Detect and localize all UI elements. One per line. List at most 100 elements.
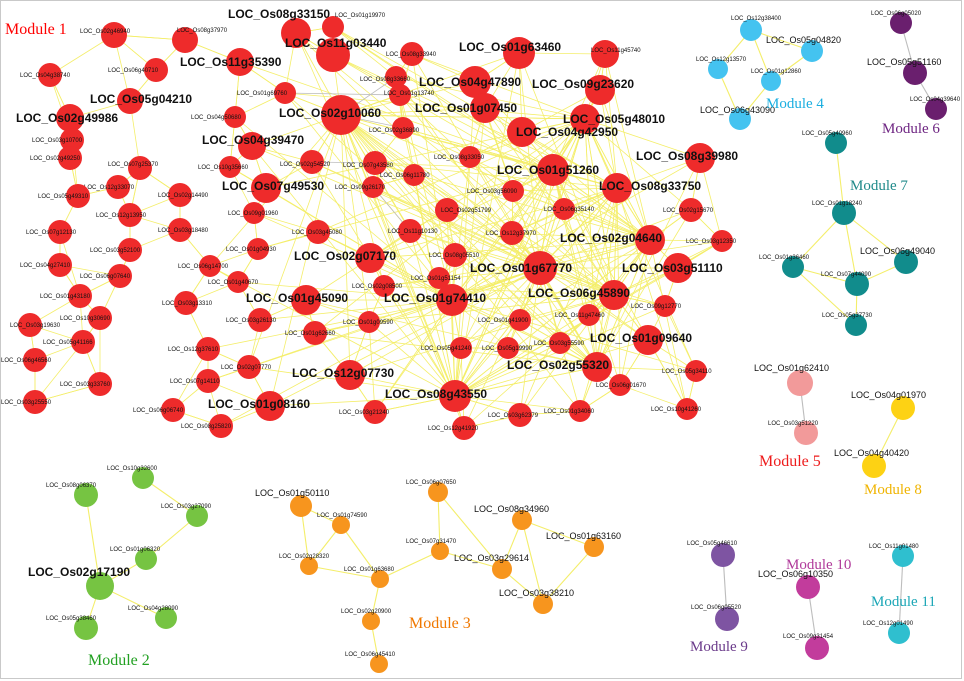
node-label-LOC_Os02g04640: LOC_Os02g04640	[560, 231, 662, 245]
node-label-LOC_Os12g13570: LOC_Os12g13570	[696, 57, 747, 63]
node-label-LOC_Os04g47890: LOC_Os04g47890	[419, 75, 521, 89]
edge-LOC_Os01g67770-LOC_Os02g07770	[248, 267, 541, 368]
node-label-LOC_Os10g32600: LOC_Os10g32600	[107, 466, 158, 472]
edge-LOC_Os03g27090-LOC_Os01g06320	[145, 515, 198, 560]
node-LOC_Os10g32600	[132, 467, 154, 489]
edge-LOC_Os05g48010-LOC_Os08g39980	[584, 118, 701, 159]
edge-LOC_Os06g45890-LOC_Os01g07450	[484, 107, 615, 296]
node-label-LOC_Os04g42950: LOC_Os04g42950	[516, 125, 618, 139]
edge-LOC_Os08g43550-LOC_Os02g55320	[454, 366, 598, 397]
node-label-LOC_Os03g45080: LOC_Os03g45080	[292, 230, 343, 236]
node-LOC_Os05g04820	[801, 40, 823, 62]
node-LOC_Os06g07640	[108, 264, 132, 288]
node-label-LOC_Os01g09590: LOC_Os01g09590	[343, 320, 394, 326]
node-label-LOC_Os01g50110: LOC_Os01g50110	[255, 488, 329, 498]
edge-LOC_Os08g43550-LOC_Os01g09590	[368, 321, 456, 397]
node-LOC_Os06g49040	[894, 250, 918, 274]
edge-LOC_Os08g33750-LOC_Os01g51154	[438, 187, 618, 279]
module-label-m7: Module 7	[850, 178, 908, 194]
node-LOC_Os05g46610	[711, 543, 735, 567]
node-label-LOC_Os08g37970: LOC_Os08g37970	[177, 28, 228, 34]
node-label-LOC_Os08g39980: LOC_Os08g39980	[636, 149, 738, 163]
node-LOC_Os01g09590	[358, 311, 380, 333]
node-label-LOC_Os12g07730: LOC_Os12g07730	[292, 366, 394, 380]
edge-LOC_Os02g04640-LOC_Os01g67770	[539, 239, 651, 269]
node-LOC_Os08g43550	[439, 380, 471, 412]
node-LOC_Os02g10060	[321, 95, 361, 135]
node-label-LOC_Os06g06740: LOC_Os06g06740	[133, 408, 184, 414]
node-label-LOC_Os01g40670: LOC_Os01g40670	[208, 280, 259, 286]
node-LOC_Os06g45890	[599, 280, 629, 310]
node-label-LOC_Os03g38210: LOC_Os03g38210	[499, 588, 574, 598]
edge-LOC_Os08g43550-LOC_Os11g10130	[409, 230, 456, 397]
node-LOC_Os08g39980	[685, 143, 715, 173]
edge-LOC_Os01g74410-LOC_Os04g50680	[234, 116, 453, 301]
node-LOC_Os05g48010	[570, 104, 600, 134]
node-LOC_Os01g09640	[633, 325, 663, 355]
edge-LOC_Os01g74410-LOC_Os08g33660	[395, 76, 453, 301]
node-label-LOC_Os07g31470: LOC_Os07g31470	[406, 539, 457, 545]
node-label-LOC_Os03g21240: LOC_Os03g21240	[339, 410, 390, 416]
node-LOC_Os11g03440	[316, 38, 350, 72]
node-LOC_Os03g21240	[363, 400, 387, 424]
edge-LOC_Os06g45890-LOC_Os11g10130	[409, 230, 615, 296]
node-label-LOC_Os06g11780: LOC_Os06g11780	[380, 173, 430, 179]
node-label-LOC_Os10g35660: LOC_Os10g35660	[198, 165, 249, 171]
node-label-LOC_Os05g34110: LOC_Os05g34110	[662, 369, 712, 375]
node-label-LOC_Os05g51160: LOC_Os05g51160	[867, 57, 941, 67]
node-label-LOC_Os11g01480: LOC_Os11g01480	[869, 544, 919, 550]
node-label-LOC_Os12g38400: LOC_Os12g38400	[731, 16, 782, 22]
node-LOC_Os08g33150	[281, 18, 311, 48]
edge-LOC_Os06g45890-LOC_Os01g51260	[552, 169, 615, 296]
node-LOC_Os07g25370	[128, 156, 152, 180]
edge-LOC_Os08g43550-LOC_Os04g39470	[251, 145, 456, 397]
edge-LOC_Os02g04640-LOC_Os03g62379	[519, 239, 651, 416]
module-label-m2: Module 2	[88, 652, 150, 669]
node-label-LOC_Os02g17190: LOC_Os02g17190	[28, 565, 130, 579]
node-LOC_Os02g17190	[86, 572, 114, 600]
node-LOC_Os03g45080	[306, 220, 330, 244]
edge-LOC_Os01g51260-LOC_Os01g19970	[332, 26, 554, 171]
module-label-m6: Module 6	[882, 121, 940, 137]
edge-LOC_Os06g01670-LOC_Os10g41260	[619, 384, 688, 410]
node-label-LOC_Os11g35390: LOC_Os11g35390	[180, 55, 282, 69]
node-label-LOC_Os01g74590: LOC_Os01g74590	[317, 513, 368, 519]
edge-LOC_Os05g48010-LOC_Os02g10060	[340, 114, 586, 120]
edge-LOC_Os02g04640-LOC_Os12g37970	[511, 232, 651, 241]
edge-LOC_Os02g10060-LOC_Os12g41920	[340, 114, 465, 429]
node-label-LOC_Os01g45090: LOC_Os01g45090	[246, 291, 348, 305]
edge-LOC_Os07g31470-LOC_Os01g63680	[379, 550, 441, 580]
edge-LOC_Os06g45890-LOC_Os02g51799	[446, 209, 615, 296]
node-label-LOC_Os08g34960: LOC_Os08g34960	[474, 504, 549, 514]
node-LOC_Os09g23620	[585, 75, 615, 105]
node-label-LOC_Os01g67770: LOC_Os01g67770	[470, 261, 572, 275]
module-label-m5: Module 5	[759, 453, 821, 470]
node-label-LOC_Os09g12770: LOC_Os09g12770	[631, 304, 682, 310]
node-label-LOC_Os08g33660: LOC_Os08g33660	[360, 77, 411, 83]
node-label-LOC_Os02g49986: LOC_Os02g49986	[16, 111, 118, 125]
node-LOC_Os03g12350	[711, 230, 733, 252]
edge-LOC_Os01g74410-LOC_Os03g45080	[317, 231, 453, 301]
edge-LOC_Os08g43550-LOC_Os01g51260	[454, 169, 554, 397]
edge-LOC_Os02g10060-LOC_Os02g51799	[340, 114, 448, 211]
node-LOC_Os01g74410	[436, 284, 468, 316]
node-LOC_Os01g62410	[787, 370, 813, 396]
edge-LOC_Os02g04640-LOC_Os01g51260	[552, 169, 651, 241]
edge-LOC_Os08g33750-LOC_Os06g45890	[613, 187, 618, 296]
edge-LOC_Os08g33750-LOC_Os11g03440	[332, 54, 618, 189]
node-label-LOC_Os06g35140: LOC_Os06g35140	[544, 207, 595, 213]
node-LOC_Os03g52100	[118, 238, 142, 262]
node-label-LOC_Os02g36890: LOC_Os02g36890	[369, 128, 420, 134]
edge-LOC_Os01g51260-LOC_Os05g41240	[460, 169, 554, 349]
node-LOC_Os09g12770	[654, 295, 676, 317]
node-LOC_Os01g07450	[470, 93, 500, 123]
node-label-LOC_Os09g01960: LOC_Os09g01960	[228, 211, 279, 217]
edge-LOC_Os07g31470-LOC_Os03g29614	[439, 550, 503, 570]
node-label-LOC_Os04g40420: LOC_Os04g40420	[834, 448, 909, 458]
node-LOC_Os02g55320	[582, 352, 612, 382]
node-label-LOC_Os01g41900: LOC_Os01g41900	[478, 318, 529, 324]
node-LOC_Os07g31470	[431, 542, 449, 560]
node-label-LOC_Os03g25550: LOC_Os03g25550	[1, 400, 52, 406]
